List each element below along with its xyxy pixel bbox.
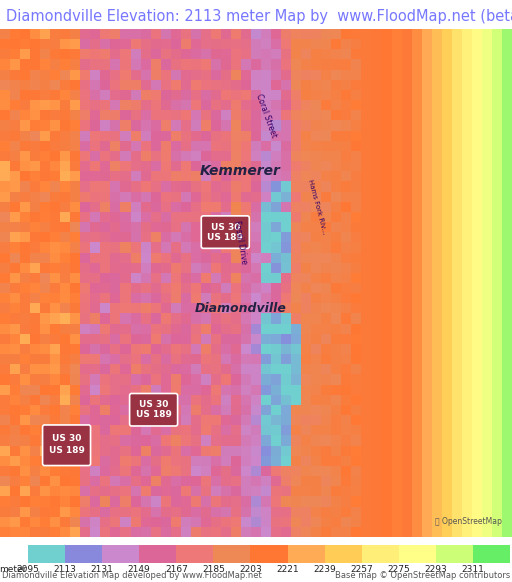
FancyBboxPatch shape (130, 393, 178, 426)
Bar (102, 545, 139, 563)
Bar (214, 545, 250, 563)
Text: US 189: US 189 (49, 446, 84, 455)
Text: 2275: 2275 (388, 565, 410, 574)
Text: 2257: 2257 (350, 565, 373, 574)
Bar (473, 545, 510, 563)
Text: 2131: 2131 (91, 565, 114, 574)
Bar (436, 545, 473, 563)
Text: US 30: US 30 (139, 400, 168, 409)
Text: Base map © OpenStreetMap contributors: Base map © OpenStreetMap contributors (335, 571, 510, 580)
Text: 2113: 2113 (54, 565, 76, 574)
Text: 2239: 2239 (313, 565, 336, 574)
Text: US 30: US 30 (210, 222, 240, 232)
Text: US 30: US 30 (52, 434, 81, 443)
Bar (65, 545, 102, 563)
Text: 2167: 2167 (165, 565, 188, 574)
Text: 2311: 2311 (461, 565, 484, 574)
FancyBboxPatch shape (42, 425, 91, 466)
Text: 🔑 OpenStreetMap: 🔑 OpenStreetMap (435, 517, 502, 527)
Text: 2221: 2221 (276, 565, 299, 574)
Text: 2095: 2095 (16, 565, 39, 574)
Text: 2149: 2149 (128, 565, 151, 574)
Text: 2185: 2185 (202, 565, 225, 574)
Text: meter: meter (0, 565, 26, 574)
Bar (250, 545, 288, 563)
Bar (288, 545, 325, 563)
Text: Coral Street: Coral Street (254, 93, 279, 139)
Text: 2293: 2293 (424, 565, 447, 574)
Bar (325, 545, 361, 563)
Text: Kemmerer: Kemmerer (200, 164, 281, 178)
Bar (361, 545, 399, 563)
Text: 2203: 2203 (239, 565, 262, 574)
Text: US 189: US 189 (207, 233, 243, 242)
Bar (139, 545, 176, 563)
Bar (176, 545, 214, 563)
Text: Diamondville: Diamondville (195, 301, 287, 315)
Bar (28, 545, 65, 563)
Text: Diamondville Elevation Map developed by www.FloodMap.net: Diamondville Elevation Map developed by … (2, 571, 262, 580)
FancyBboxPatch shape (201, 216, 249, 249)
Text: Fossil Drive: Fossil Drive (232, 220, 249, 265)
Text: US 189: US 189 (136, 410, 172, 419)
Text: Hams Fork Riv...: Hams Fork Riv... (307, 179, 328, 235)
Bar (399, 545, 436, 563)
Text: Diamondville Elevation: 2113 meter Map by  www.FloodMap.net (beta): Diamondville Elevation: 2113 meter Map b… (6, 9, 512, 23)
